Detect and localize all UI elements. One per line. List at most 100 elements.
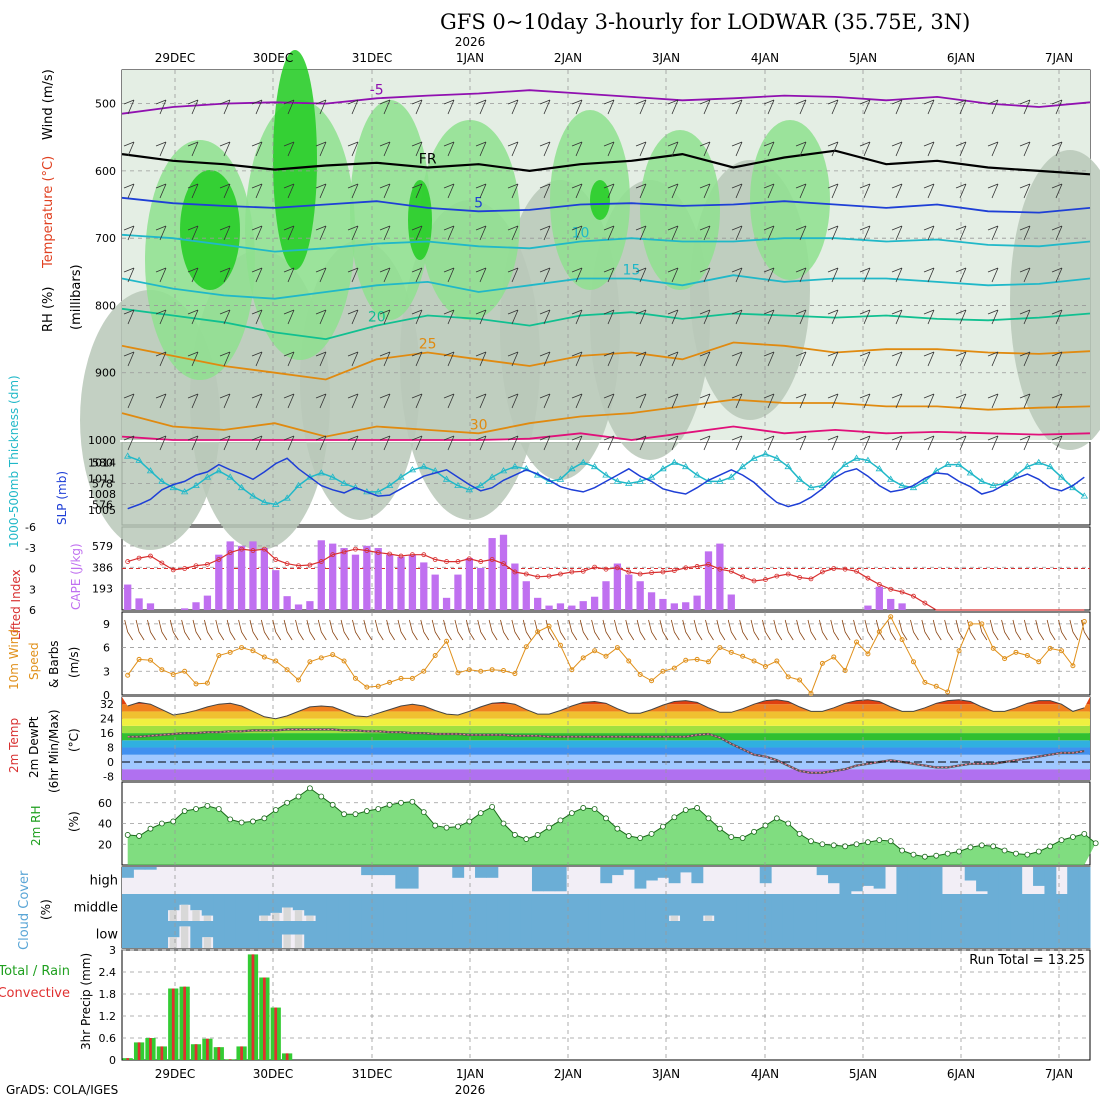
li-point: [455, 559, 461, 564]
wind-barb-10m: [169, 619, 179, 641]
wind-barb: [1019, 351, 1031, 367]
cloud-cell-high: [964, 867, 977, 881]
cloud-cell-middle: [463, 894, 476, 921]
wind-barb: [379, 225, 391, 241]
rh-shading-rh_green: [590, 180, 610, 220]
wind-barb: [219, 225, 231, 241]
rh-point: [944, 850, 951, 857]
cape-bar: [124, 584, 132, 610]
wind-barb: [187, 99, 199, 115]
li-point: [535, 574, 541, 580]
wind-barb-10m: [465, 619, 475, 641]
wind-barb: [379, 351, 391, 367]
li-point: [261, 546, 267, 552]
cloud-cell-low: [452, 921, 465, 948]
wind-barb: [667, 435, 679, 451]
wind-speed-point: [842, 667, 848, 673]
wind-barb: [795, 99, 807, 115]
cloud-cell-middle: [577, 894, 590, 921]
y-tick-label-li: -3: [25, 542, 36, 555]
ylabel-temp-3: (6hr Min/Max): [47, 710, 61, 794]
rh-point: [956, 848, 962, 855]
y-tick-label-rh: 20: [98, 838, 112, 851]
wind-barb: [891, 141, 903, 157]
thickness-point: [260, 498, 269, 505]
cloud-cell-middle: [600, 894, 613, 921]
li-point: [216, 557, 222, 562]
cape-bar: [385, 554, 394, 610]
y-tick-label-li: 6: [29, 604, 36, 617]
thickness-point: [135, 456, 143, 463]
li-point: [239, 546, 244, 552]
wind-barb: [219, 309, 231, 325]
temp-color-band: [122, 740, 1090, 748]
wind-speed-point: [592, 648, 598, 654]
wind-barb-10m: [124, 619, 134, 641]
wind-barb: [571, 141, 583, 157]
cloud-gap-middle: [704, 915, 713, 921]
wind-barb: [827, 99, 839, 115]
wind-barb: [315, 393, 327, 409]
rh-point: [648, 830, 655, 837]
ylabel-rh-unit: (%): [67, 811, 81, 832]
wind-barb: [987, 225, 999, 241]
wind-barb: [667, 393, 679, 409]
wind-barb: [955, 141, 967, 157]
wind-barb: [795, 351, 807, 367]
wind-barb-10m: [784, 619, 794, 641]
rh-point: [842, 843, 849, 850]
wind-barb: [475, 435, 487, 451]
wind-barb: [571, 351, 583, 367]
cloud-cell-low: [930, 921, 943, 948]
x-tick-label-top: 5JAN: [849, 51, 877, 65]
cloud-cell-middle: [976, 894, 989, 921]
cloud-cell-low: [850, 921, 863, 948]
wind-speed-point: [261, 654, 267, 660]
cloud-cell-low: [315, 921, 328, 948]
wind-barb-10m: [431, 619, 441, 641]
li-point: [592, 564, 598, 570]
cloud-gap-low: [203, 937, 212, 948]
x-tick-label-top: 3JAN: [652, 51, 680, 65]
cloud-cell-high: [122, 867, 134, 878]
wind-barb-10m: [283, 619, 293, 641]
cloud-cell-low: [463, 921, 476, 948]
wind-barb: [219, 351, 231, 367]
wind-barb-10m: [636, 619, 646, 641]
wind-barb-10m: [158, 619, 168, 641]
wind-barb: [891, 435, 903, 451]
cloud-cell-middle: [281, 894, 294, 908]
wind-speed-point: [922, 679, 928, 685]
x-tick-label-top: 31DEC: [352, 51, 392, 65]
wind-barb: [763, 393, 775, 409]
cloud-cell-middle: [896, 894, 909, 921]
li-point: [273, 557, 279, 562]
cloud-cell-high: [543, 867, 556, 892]
wind-barb: [283, 267, 295, 283]
cloud-cell-low: [281, 921, 294, 935]
cloud-cell-low: [736, 921, 749, 948]
temp-color-band: [122, 747, 1090, 755]
contour-label: 10: [572, 226, 590, 242]
cloud-cell-middle: [873, 894, 886, 921]
li-point: [148, 553, 153, 559]
cloud-cell-middle: [998, 894, 1011, 921]
wind-speed-point: [159, 667, 165, 673]
rh-point: [477, 810, 484, 817]
y-tick-label-upper: 800: [95, 299, 116, 312]
series-line-thickness: [127, 453, 1085, 506]
cloud-cell-high: [531, 867, 544, 892]
y-tick-label-wind: 0: [103, 689, 110, 702]
wind-barb-10m: [340, 619, 350, 641]
cape-bar: [545, 605, 553, 610]
rh-point: [250, 818, 256, 825]
rh-point: [1058, 837, 1065, 843]
wind-speed-point: [216, 652, 222, 658]
wind-barb-10m: [602, 619, 612, 641]
li-point: [888, 586, 894, 592]
wind-speed-point: [466, 667, 472, 673]
wind-barb: [347, 393, 359, 409]
li-point: [694, 564, 700, 569]
wind-barb: [955, 267, 967, 283]
cloud-gap-middle: [169, 910, 177, 921]
